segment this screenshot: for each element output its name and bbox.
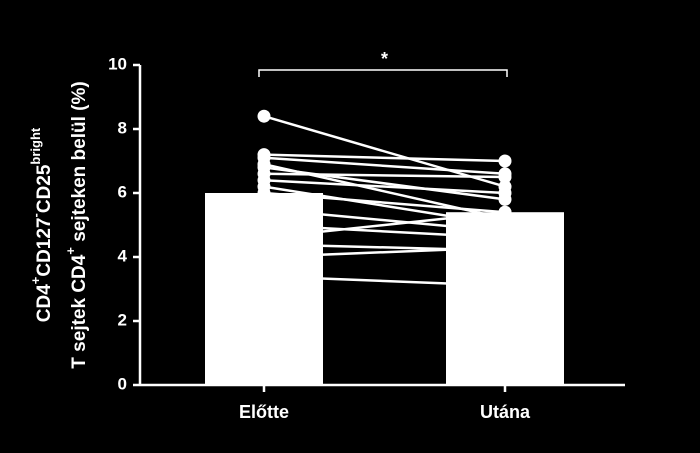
x-tick-label: Előtte [239,402,289,422]
y-tick-label: 10 [108,54,127,73]
significance-star: * [381,49,388,69]
pair-point [498,186,512,200]
pair-line [263,172,506,179]
pair-point [257,109,271,123]
y-label-superscript: + [28,276,43,284]
pair-point [498,205,512,219]
pair-line [263,185,506,227]
pair-point [257,202,271,216]
y-tick-label: 4 [118,246,128,265]
x-tick-label: Utána [480,402,531,422]
y-axis-label: CD4+CD127-CD25bright [28,127,55,322]
pair-line [263,207,506,233]
y-tick-label: 6 [118,182,127,201]
y-label-superscript: bright [28,127,43,164]
y-label-text: sejteken belül (%) [69,81,90,247]
pair-point [257,237,271,251]
y-label-text: CD25 [34,164,55,213]
significance-bracket [258,69,508,77]
pair-point [498,154,512,168]
pair-line [263,115,506,188]
y-label-text: T sejtek CD4 [69,254,90,368]
pair-line [263,191,506,214]
pair-line [263,178,506,195]
y-axis-label: T sejtek CD4+ sejteken belül (%) [63,81,90,368]
pair-line [263,166,506,201]
pair-point [498,279,512,293]
pair-point [498,231,512,245]
pair-line [263,156,506,176]
y-tick-label: 0 [118,374,127,393]
pair-point [257,186,271,200]
pair-point [498,170,512,184]
y-label-superscript: + [63,247,78,255]
pair-line [263,246,506,259]
pair-line [263,153,506,163]
pair-line [263,274,506,288]
y-label-text: CD127 [34,217,55,276]
y-tick-label: 2 [118,310,127,329]
pair-point [257,269,271,283]
y-label-superscript: - [28,213,43,217]
pair-line [263,210,506,240]
pair-point [257,218,271,232]
y-tick-label: 8 [118,118,127,137]
y-label-text: CD4 [34,284,55,322]
pair-point [498,240,512,254]
pair-point [257,250,271,264]
pair-line [263,223,506,240]
